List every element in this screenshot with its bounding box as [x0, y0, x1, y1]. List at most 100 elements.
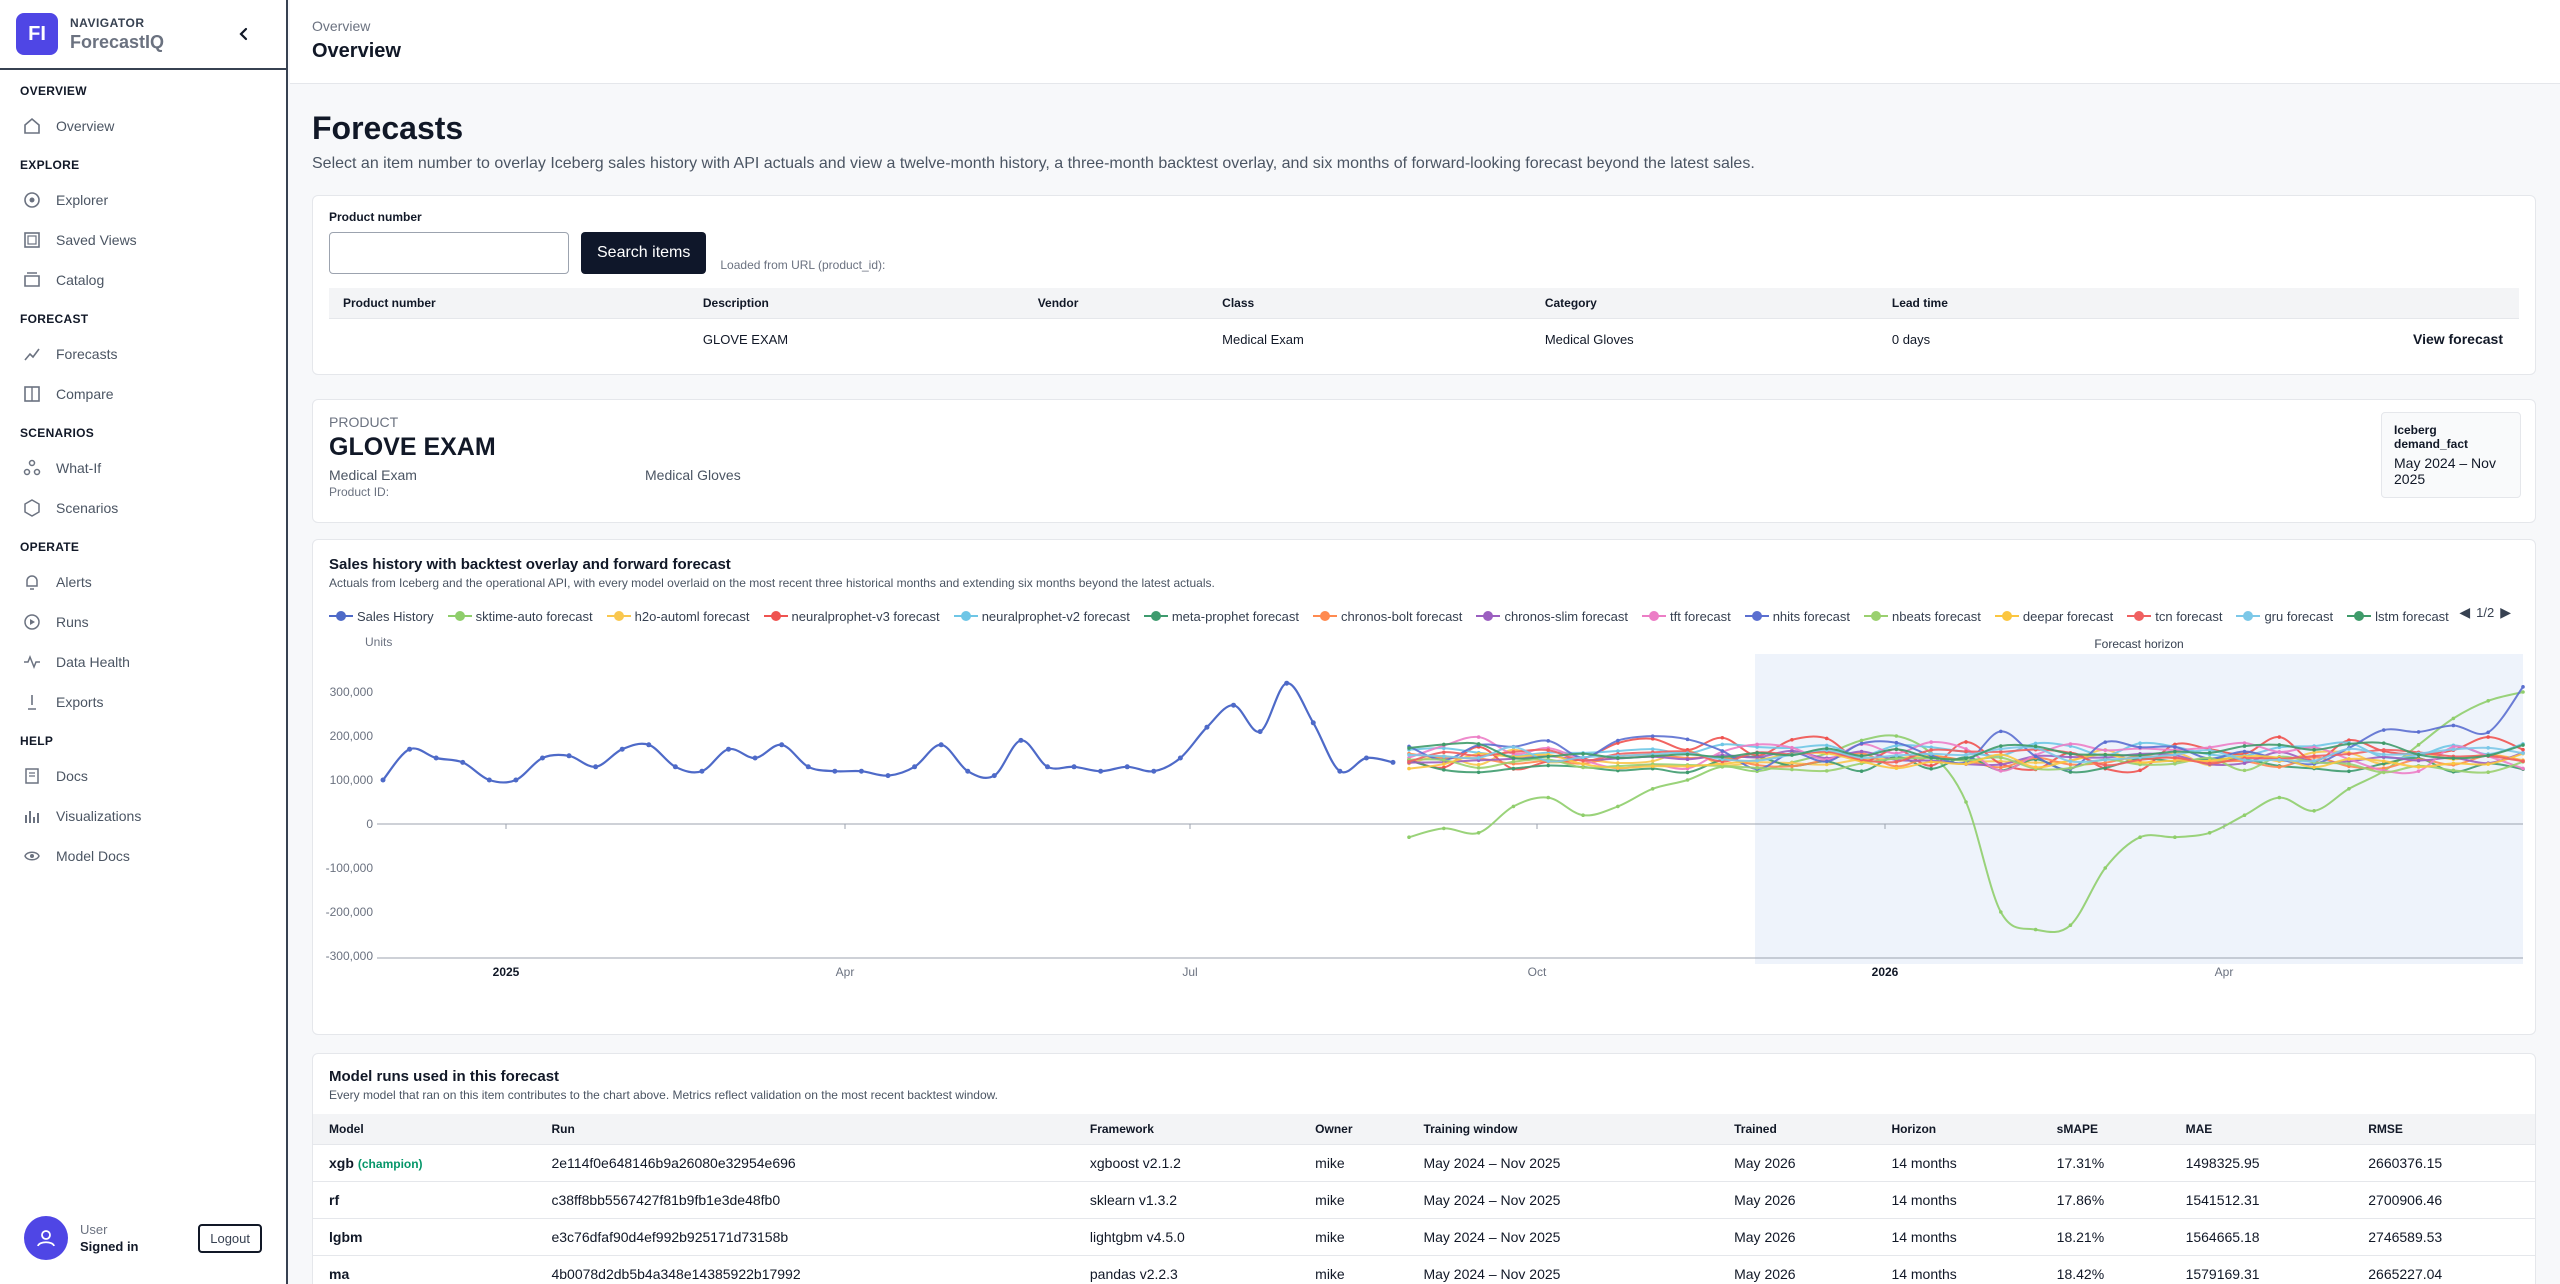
sidebar-item-runs[interactable]: Runs [0, 602, 286, 642]
sidebar-item-scenarios[interactable]: Scenarios [0, 488, 286, 528]
legend-label: neuralprophet-v2 forecast [981, 608, 1130, 624]
forecast-point [1650, 759, 1655, 763]
sidebar-item-label: Data Health [56, 654, 130, 670]
legend-item[interactable]: nbeats forecast [1864, 609, 1981, 624]
forecast-point [2521, 690, 2525, 694]
brand-logo[interactable]: FI [16, 13, 58, 55]
product-summary-card: PRODUCT GLOVE EXAM Medical Exam Medical … [312, 399, 2536, 523]
legend-item[interactable]: Sales History [329, 609, 434, 624]
history-point [1177, 755, 1183, 761]
forecast-point [1616, 756, 1620, 760]
forecast-point [2451, 747, 2456, 752]
forecast-point [2416, 758, 2421, 763]
sidebar-item-model-docs[interactable]: Model Docs [0, 836, 286, 876]
forecast-point [1511, 750, 1516, 754]
legend-item[interactable]: chronos-bolt forecast [1313, 609, 1462, 624]
legend-item[interactable]: deepar forecast [1994, 609, 2113, 624]
forecast-point [2521, 759, 2525, 764]
forecast-line-chart[interactable]: Forecast horizon Units 300,000 200,000 100,0… [313, 636, 2559, 1006]
legend-item[interactable]: tcn forecast [2127, 609, 2222, 624]
legend-item[interactable]: meta-prophet forecast [1143, 609, 1299, 624]
forecast-point [2312, 765, 2316, 769]
table-row[interactable]: xgb (champion) 2e114f0e648146b9a26080e3295… [313, 1143, 2535, 1181]
forecast-point [2033, 744, 2038, 749]
forecast-point [2138, 768, 2142, 773]
collapse-sidebar-icon[interactable] [232, 22, 256, 46]
column-header: Class [1208, 288, 1531, 318]
legend-item[interactable]: chronos-slim forecast [1476, 609, 1628, 624]
search-items-button[interactable]: Search items [581, 232, 707, 274]
category-cell: Medical Gloves [1530, 317, 1878, 360]
sidebar-item-forecasts[interactable]: Forecasts [0, 334, 286, 374]
breadcrumb[interactable]: Overview [312, 18, 371, 34]
history-point [1363, 755, 1369, 761]
sidebar-item-saved-views[interactable]: Saved Views [0, 220, 286, 260]
logout-button[interactable]: Logout [198, 1223, 262, 1253]
nav-section-title: EXPLORE [20, 158, 80, 172]
legend-item[interactable]: neuralprophet-v3 forecast [763, 609, 940, 624]
table-row[interactable]: GLOVE EXAM Medical Exam Medical Gloves 0… [329, 317, 2519, 360]
view-forecast-link[interactable]: View forecast [2114, 317, 2519, 360]
model-cell: rf [313, 1180, 536, 1218]
forecast-point [1546, 754, 1551, 759]
sidebar-item-docs[interactable]: Docs [0, 756, 286, 796]
legend-item[interactable]: lstm forecast [2347, 609, 2449, 624]
forecast-point [2138, 753, 2142, 758]
forecast-point [2068, 762, 2073, 767]
product-results-table: Product number Description Vendor Class Cate… [329, 288, 2519, 360]
sidebar-item-alerts[interactable]: Alerts [0, 562, 286, 602]
sidebar-item-data-health[interactable]: Data Health [0, 642, 286, 682]
table-row[interactable]: lgbm e3c76dfaf90d4ef992b925171d73158b ligh… [313, 1217, 2535, 1255]
legend-item[interactable]: h2o-automl forecast [606, 608, 750, 624]
forecast-point [2103, 758, 2108, 762]
forecast-point [1790, 745, 1794, 750]
forecast-point [1894, 756, 1899, 761]
model-cell: xgb (champion) [313, 1143, 536, 1181]
legend-item[interactable]: tft forecast [1641, 609, 1731, 624]
legend-item[interactable]: sktime-auto forecast [447, 609, 593, 624]
forecast-point [2486, 730, 2490, 735]
sidebar-item-explorer[interactable]: Explorer [0, 180, 286, 220]
forecast-point [1859, 769, 1864, 773]
legend-prev-icon[interactable]: ◀ [2459, 604, 2471, 620]
home-icon [22, 116, 42, 136]
sidebar-item-label: Runs [56, 614, 89, 630]
forecast-point [2381, 748, 2386, 752]
forecast-point [1859, 741, 1864, 746]
visualizations-icon [22, 806, 42, 826]
sidebar-nav: OVERVIEW Overview EXPLORE Explorer Saved Vie… [0, 70, 286, 876]
forecast-point [1581, 765, 1585, 770]
y-tick-label: -100,000 [326, 861, 374, 875]
forecast-point [1894, 734, 1899, 738]
forecast-point [1650, 787, 1655, 791]
main-area: Overview Overview Forecasts Select an it… [290, 0, 2560, 1284]
sidebar-item-what-if[interactable]: What-If [0, 448, 286, 488]
sidebar-item-visualizations[interactable]: Visualizations [0, 796, 286, 836]
legend-label: h2o-automl forecast [634, 608, 750, 624]
user-avatar-icon[interactable] [24, 1216, 68, 1260]
forecast-point [1894, 747, 1899, 752]
docs-icon [22, 766, 42, 786]
legend-item[interactable]: nhits forecast [1744, 609, 1850, 624]
runs-icon [22, 612, 42, 632]
sidebar-item-overview[interactable]: Overview [0, 106, 286, 146]
legend-marker [1641, 610, 1666, 622]
legend-marker [1313, 610, 1338, 622]
forecast-point [1824, 736, 1829, 741]
forecast-point [2242, 813, 2247, 817]
table-row[interactable]: rf c38ff8bb5567427f81b9fb1e3de48fb0 sklear… [313, 1180, 2535, 1218]
forecast-point [1964, 753, 1968, 757]
forecast-point [2103, 752, 2108, 757]
legend-item[interactable]: neuralprophet-v2 forecast [953, 608, 1130, 624]
sidebar-item-exports[interactable]: Exports [0, 682, 286, 722]
sidebar-item-compare[interactable]: Compare [0, 374, 286, 414]
table-row[interactable]: ma 4b0078d2db5b4a348e14385922b17992 pandas… [313, 1254, 2535, 1284]
forecast-point [2173, 755, 2177, 760]
legend-item[interactable]: gru forecast [2236, 609, 2333, 624]
forecast-point [1581, 813, 1585, 817]
product-number-input[interactable] [329, 232, 569, 274]
sidebar-item-catalog[interactable]: Catalog [0, 260, 286, 300]
legend-next-icon[interactable]: ▶ [2500, 604, 2511, 620]
forecast-point [1894, 760, 1899, 764]
mae-cell: 1579169.31 [2169, 1254, 2353, 1284]
